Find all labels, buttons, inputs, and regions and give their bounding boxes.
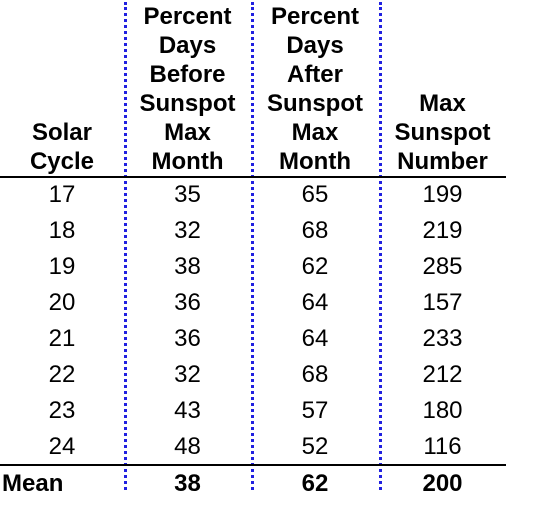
cell-max-sunspot: 219 xyxy=(422,217,463,244)
cell-percent-after: 64 xyxy=(301,289,329,316)
cell-percent-after: 52 xyxy=(301,433,329,460)
header-solar-cycle: Solar Cycle xyxy=(29,119,95,175)
cell-solar-cycle: 20 xyxy=(48,289,76,316)
cell-max-sunspot: 233 xyxy=(422,325,463,352)
cell-solar-cycle: 17 xyxy=(48,181,76,208)
cell-solar-cycle: 19 xyxy=(48,253,76,280)
cell-percent-after: 65 xyxy=(301,181,329,208)
cell-solar-cycle: 22 xyxy=(48,361,76,388)
cell-percent-before: 35 xyxy=(174,181,201,208)
cell-max-sunspot: 116 xyxy=(423,433,462,460)
cell-percent-before: 43 xyxy=(174,397,201,424)
column-divider xyxy=(124,2,127,490)
column-divider xyxy=(251,2,254,490)
cell-percent-before: 32 xyxy=(174,361,201,388)
mean-label: Mean xyxy=(2,470,64,497)
cell-percent-before: 38 xyxy=(174,253,201,280)
cell-max-sunspot: 199 xyxy=(422,181,463,208)
column-divider xyxy=(379,2,382,490)
cell-percent-before: 48 xyxy=(174,433,201,460)
cell-percent-after: 64 xyxy=(301,325,329,352)
cell-solar-cycle: 18 xyxy=(48,217,76,244)
cell-percent-after: 57 xyxy=(301,397,329,424)
cell-percent-before: 36 xyxy=(174,325,201,352)
header-rule xyxy=(0,176,506,178)
header-percent-days-before: Percent Days Before Sunspot Max Month xyxy=(139,3,236,175)
cell-solar-cycle: 24 xyxy=(48,433,76,460)
cell-percent-before: 36 xyxy=(174,289,201,316)
cell-percent-before: 32 xyxy=(174,217,201,244)
cell-max-sunspot: 157 xyxy=(422,289,463,316)
cell-percent-after: 68 xyxy=(301,217,329,244)
footer-rule xyxy=(0,464,506,466)
cell-max-sunspot: 285 xyxy=(422,253,463,280)
cell-max-sunspot: 212 xyxy=(422,361,463,388)
header-max-sunspot-number: Max Sunspot Number xyxy=(394,90,491,175)
cell-solar-cycle: 23 xyxy=(48,397,76,424)
mean-percent-after: 62 xyxy=(301,470,329,497)
mean-percent-before: 38 xyxy=(174,470,201,497)
cell-solar-cycle: 21 xyxy=(48,325,76,352)
cell-percent-after: 68 xyxy=(301,361,329,388)
header-percent-days-after: Percent Days After Sunspot Max Month xyxy=(267,3,363,175)
cell-max-sunspot: 180 xyxy=(422,397,463,424)
cell-percent-after: 62 xyxy=(301,253,329,280)
mean-max-sunspot: 200 xyxy=(422,470,463,497)
